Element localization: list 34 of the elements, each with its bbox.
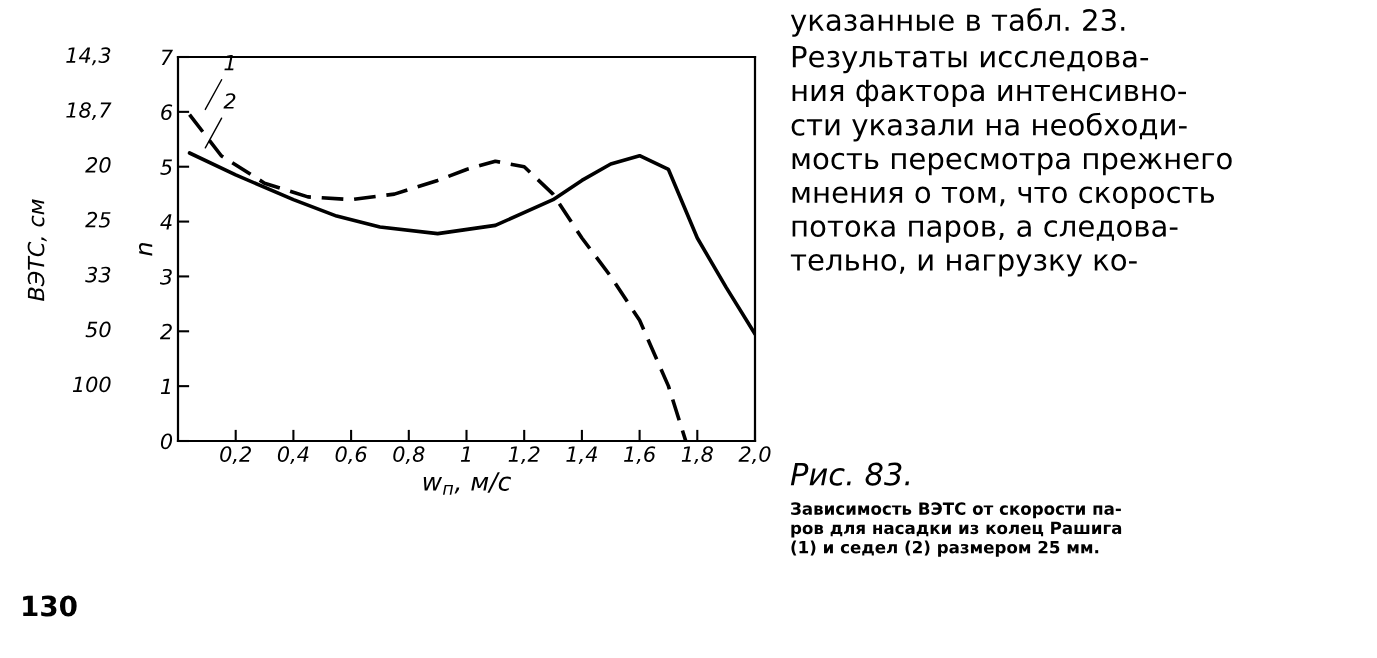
y-tick-label: 5 xyxy=(160,159,172,175)
y-tick-label: 7 xyxy=(161,49,173,65)
x-axis-title: w$_{п}$, м/с xyxy=(423,472,512,495)
x-tick-label: 0,8 xyxy=(393,446,425,465)
x-tick-label: 1,8 xyxy=(681,446,713,465)
y-tick-label: 3 xyxy=(159,268,172,285)
x-tick-label: 1 xyxy=(460,446,470,462)
text: 50 xyxy=(85,321,111,338)
x-tick-label: 2,0 xyxy=(738,446,771,465)
y-tick-label: 6 xyxy=(161,104,173,121)
text: 25 xyxy=(85,211,111,228)
text: 33 xyxy=(85,266,111,283)
y-axis-title: n xyxy=(138,243,153,256)
text: 18,7 xyxy=(66,102,112,121)
x-tick-label: 1,4 xyxy=(566,446,597,465)
y-tick-label: 0 xyxy=(160,433,173,450)
x-tick-label: 0,4 xyxy=(277,446,309,465)
y-tick-label: 1 xyxy=(160,378,170,395)
text: 100 xyxy=(72,376,111,393)
text: 20 xyxy=(85,157,111,173)
x-tick-label: 1,6 xyxy=(624,446,656,465)
text: ВЭТС, см xyxy=(27,199,47,301)
x-tick-label: 1,2 xyxy=(508,446,540,465)
text: Результаты исследова- ния фактора интенсивно- сти указали на необходи- мость пересмотра прежнего мнения о том, что скорость потока паров, а следова- тельно, и нагрузку ко- xyxy=(790,45,1232,277)
x-tick-label: 0,2 xyxy=(220,446,251,465)
text: 14,3 xyxy=(66,47,111,66)
text: 130 xyxy=(23,595,77,617)
y-tick-label: 4 xyxy=(160,214,172,230)
text: Зависимость ВЭТС от скорости па- ров для насадки из колец Рашига (1) и седел (2) размером 25 мм. xyxy=(791,502,1122,557)
x-tick-label: 0,6 xyxy=(335,446,367,465)
y-tick-label: 2 xyxy=(159,323,172,340)
text: Рис. 83. xyxy=(790,462,910,486)
text: 2 xyxy=(223,93,236,109)
text: указанные в табл. 23. xyxy=(790,8,1125,37)
